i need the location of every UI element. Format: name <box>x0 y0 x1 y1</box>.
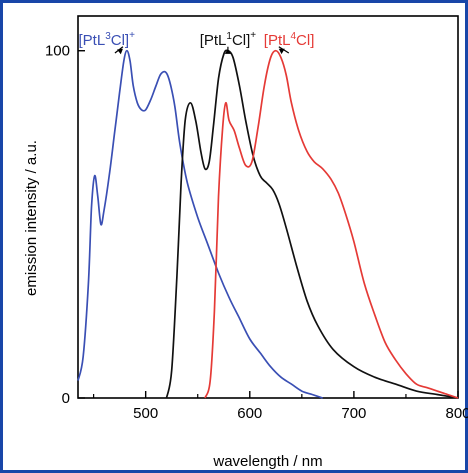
x-axis: 500 600 700 800 <box>93 391 468 422</box>
series-line-2 <box>165 49 459 399</box>
peak-arrow-head <box>224 48 231 54</box>
y-tick-label: 0 <box>62 390 70 407</box>
peak-label-2: [PtL1Cl]+ <box>200 30 257 54</box>
x-tick-label: 500 <box>133 405 158 422</box>
peak-label-3: [PtL4Cl] <box>264 31 315 55</box>
series-line-3 <box>204 49 459 399</box>
peak-label-1: [PtL3Cl]+ <box>79 30 136 55</box>
series-label-text: [PtL4Cl] <box>264 31 315 49</box>
series-line-1 <box>77 49 323 399</box>
x-axis-title: wavelength / nm <box>212 453 322 470</box>
y-axis: 0 100 <box>45 43 85 407</box>
x-tick-label: 800 <box>445 405 468 422</box>
series-group <box>77 49 459 399</box>
peak-labels: [PtL3Cl]+ [PtL1Cl]+ [PtL4Cl] <box>79 30 315 55</box>
peak-arrow-head <box>278 48 285 55</box>
plot-area <box>77 15 459 399</box>
y-axis-title: emission intensity / a.u. <box>23 140 40 296</box>
x-tick-label: 600 <box>237 405 262 422</box>
peak-arrow-head <box>117 48 123 55</box>
y-tick-label: 100 <box>45 43 70 60</box>
x-tick-label: 700 <box>341 405 366 422</box>
series-label-text: [PtL3Cl]+ <box>79 30 136 49</box>
series-label-text: [PtL1Cl]+ <box>200 30 257 49</box>
